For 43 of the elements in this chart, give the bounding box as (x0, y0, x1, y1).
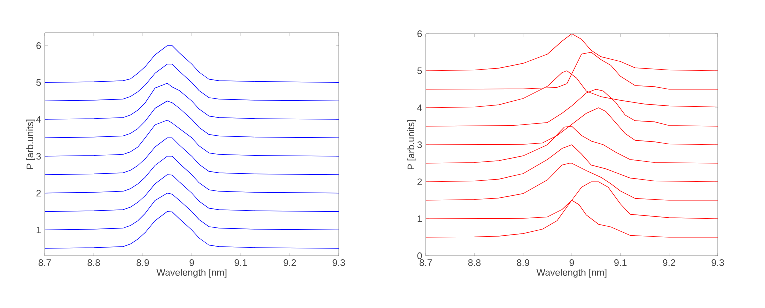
y-tick-label: 4 (36, 116, 42, 123)
y-tick-label: 3 (36, 153, 42, 160)
y-tick-label: 1 (418, 216, 422, 222)
x-tick-label: 8.7 (38, 260, 52, 266)
line-series (45, 83, 340, 120)
x-tick-label: 9 (190, 260, 194, 266)
y-tick-label: 2 (418, 178, 422, 186)
line-series (45, 138, 340, 176)
x-axis-title: Wavelength [nm] (156, 269, 227, 278)
x-tick-label: 8.8 (88, 260, 100, 266)
x-tick-label: 8.9 (517, 260, 530, 266)
line-series (45, 211, 340, 249)
x-tick-label: 9.1 (234, 260, 248, 266)
line-series (45, 174, 340, 212)
x-tick-label: 8.9 (136, 260, 150, 266)
y-tick-label: 2 (36, 190, 42, 197)
x-tick-label: 9.2 (284, 260, 296, 266)
x-tick-label: 8.7 (420, 260, 432, 266)
line-series (45, 100, 340, 138)
line-series (45, 46, 340, 84)
line-series (426, 144, 718, 182)
y-axis-title: P [arb.units] (26, 120, 36, 169)
y-axis-title: P [arb.units] (408, 120, 416, 170)
x-tick-label: 9.2 (663, 260, 676, 266)
x-tick-label: 8.8 (468, 260, 481, 266)
y-tick-label: 5 (36, 79, 42, 86)
line-series (426, 163, 718, 201)
line-series (45, 193, 340, 230)
y-tick-label: 6 (418, 30, 422, 38)
x-tick-label: 9.3 (712, 260, 724, 266)
x-axis-title: Wavelength [nm] (536, 269, 607, 278)
y-tick-label: 4 (417, 104, 422, 112)
line-series (45, 156, 340, 194)
y-tick-label: 1 (36, 226, 42, 234)
y-tick-label: 3 (418, 142, 422, 148)
y-tick-label: 6 (36, 42, 42, 50)
y-tick-label: 0 (418, 252, 422, 260)
x-tick-label: 9 (570, 260, 574, 266)
x-tick-label: 9.3 (332, 260, 346, 266)
y-tick-label: 5 (418, 68, 422, 74)
line-series (45, 64, 340, 102)
line-series (45, 120, 340, 157)
x-tick-label: 9.1 (614, 260, 627, 266)
